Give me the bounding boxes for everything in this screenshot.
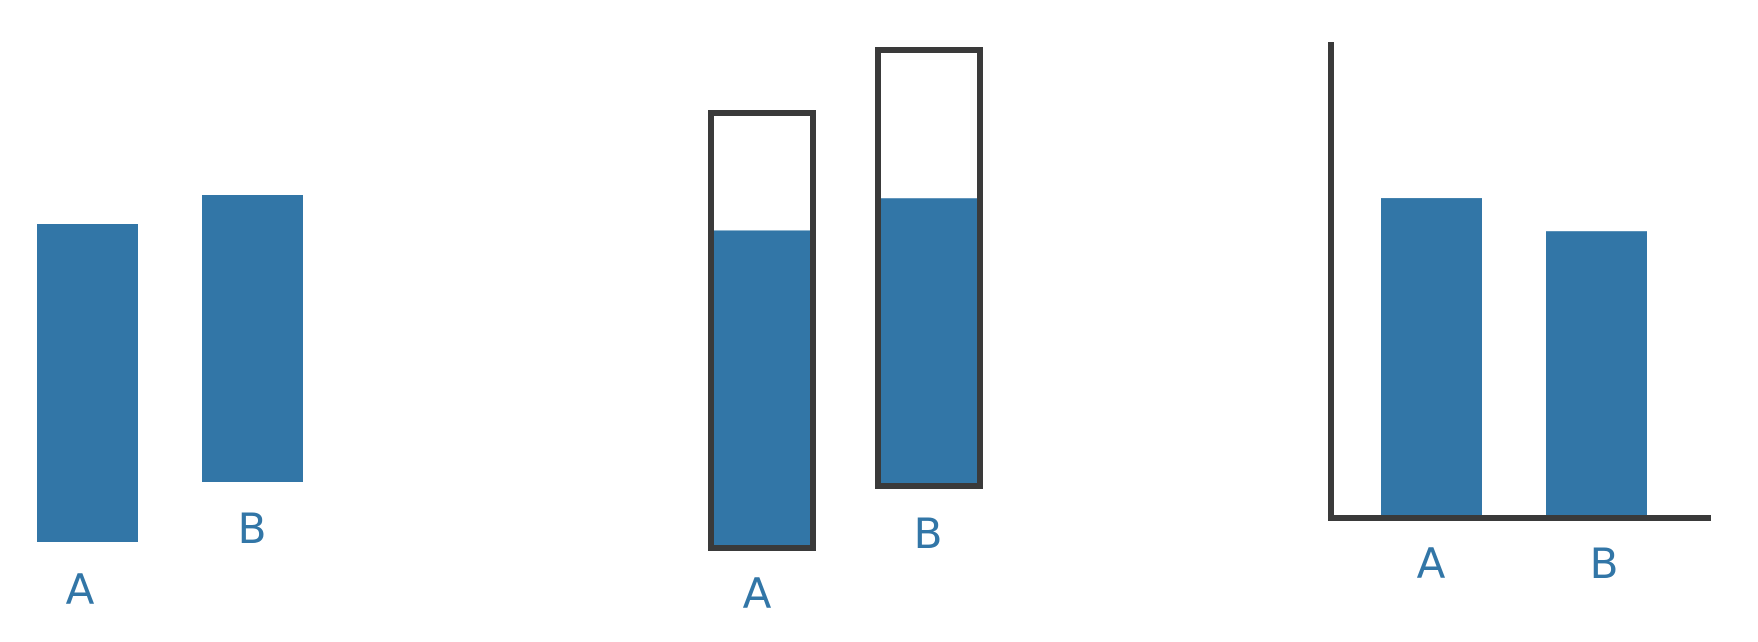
panel-axis-bars: A B [1328,42,1711,588]
axis-bar-a [1381,198,1482,515]
axis-bar-b [1546,231,1647,515]
axis-bar-a-label: A [1417,539,1446,588]
panel-floating-bars: A B [37,195,303,614]
container-a-outline [708,110,816,551]
container-a-label: A [743,569,772,618]
floating-bar-b [202,195,303,482]
floating-bar-b-label: B [238,504,267,553]
floating-bar-a [37,224,138,542]
axis-bar-b-label: B [1590,539,1619,588]
container-a-fill [711,230,813,548]
container-b-outline [875,47,983,489]
panel-container-bars: A B [708,47,983,618]
container-b-label: B [914,509,943,558]
container-b-fill [878,198,980,487]
floating-bar-a-label: A [66,565,95,614]
